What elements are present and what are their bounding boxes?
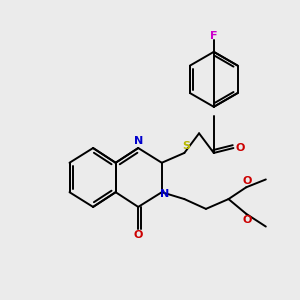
Text: O: O [243, 215, 252, 225]
Text: N: N [160, 189, 169, 199]
Text: N: N [134, 136, 143, 146]
Text: S: S [182, 141, 190, 151]
Text: O: O [243, 176, 252, 186]
Text: O: O [134, 230, 143, 240]
Text: O: O [235, 143, 244, 153]
Text: F: F [210, 31, 218, 41]
